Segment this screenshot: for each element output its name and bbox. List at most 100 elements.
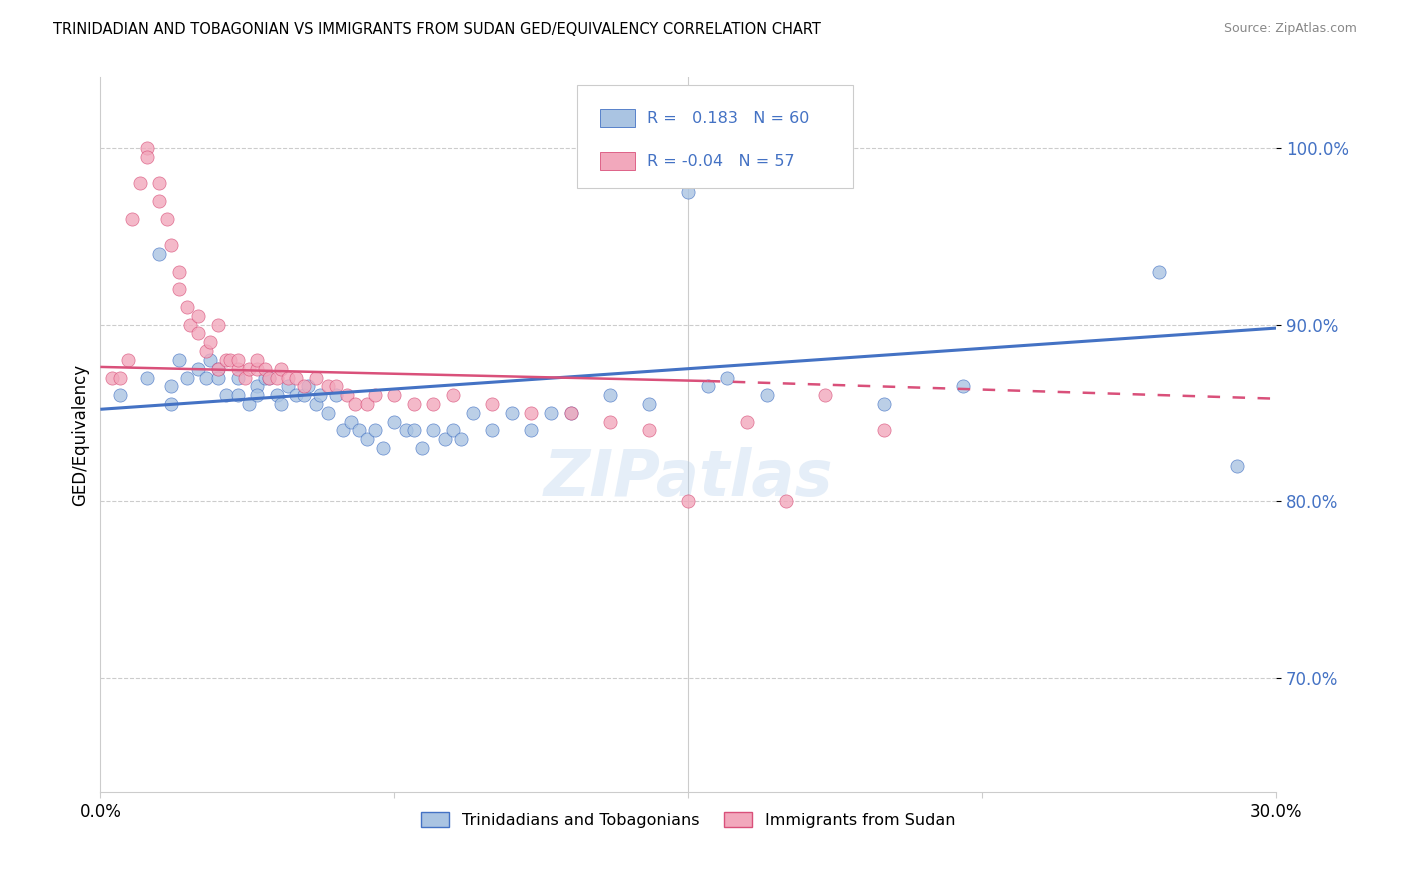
Point: [292, 379, 315, 393]
Point: [363, 388, 385, 402]
Point: [215, 388, 238, 402]
Point: [148, 194, 170, 208]
Text: TRINIDADIAN AND TOBAGONIAN VS IMMIGRANTS FROM SUDAN GED/EQUIVALENCY CORRELATION : TRINIDADIAN AND TOBAGONIAN VS IMMIGRANTS…: [53, 22, 821, 37]
Point: [952, 379, 974, 393]
Point: [873, 397, 896, 411]
Point: [195, 344, 218, 359]
Point: [560, 406, 582, 420]
Point: [187, 361, 209, 376]
FancyBboxPatch shape: [600, 109, 636, 128]
Point: [238, 397, 260, 411]
Point: [136, 141, 159, 155]
Point: [696, 379, 718, 393]
Point: [481, 397, 503, 411]
Point: [382, 388, 405, 402]
Y-axis label: GED/Equivalency: GED/Equivalency: [72, 364, 89, 506]
Legend: Trinidadians and Tobagonians, Immigrants from Sudan: Trinidadians and Tobagonians, Immigrants…: [415, 805, 962, 834]
Point: [277, 370, 299, 384]
Point: [422, 397, 444, 411]
Point: [101, 370, 124, 384]
Point: [195, 370, 218, 384]
Point: [422, 424, 444, 438]
Point: [226, 370, 249, 384]
Point: [108, 388, 131, 402]
Point: [520, 406, 543, 420]
Point: [253, 370, 276, 384]
Point: [316, 406, 339, 420]
Point: [215, 352, 238, 367]
Point: [257, 370, 280, 384]
Point: [198, 335, 221, 350]
Point: [411, 441, 433, 455]
Point: [540, 406, 562, 420]
Point: [340, 415, 363, 429]
Point: [305, 370, 328, 384]
Point: [226, 352, 249, 367]
Point: [156, 211, 179, 226]
Point: [246, 379, 269, 393]
Point: [108, 370, 131, 384]
Point: [235, 370, 257, 384]
Text: Source: ZipAtlas.com: Source: ZipAtlas.com: [1223, 22, 1357, 36]
Point: [332, 424, 354, 438]
Point: [520, 424, 543, 438]
Point: [344, 397, 367, 411]
Point: [246, 388, 269, 402]
Point: [292, 388, 315, 402]
Point: [179, 318, 201, 332]
Point: [198, 352, 221, 367]
FancyBboxPatch shape: [600, 153, 636, 170]
Point: [226, 361, 249, 376]
Point: [305, 397, 328, 411]
Point: [450, 432, 472, 446]
Point: [308, 388, 330, 402]
Point: [501, 406, 523, 420]
Point: [297, 379, 319, 393]
Point: [1147, 264, 1170, 278]
Point: [441, 388, 464, 402]
Point: [257, 370, 280, 384]
Point: [775, 494, 797, 508]
Point: [176, 300, 198, 314]
Point: [285, 370, 308, 384]
Point: [481, 424, 503, 438]
Point: [814, 388, 837, 402]
Point: [160, 238, 183, 252]
Point: [356, 397, 378, 411]
Point: [599, 415, 621, 429]
Point: [246, 361, 269, 376]
Point: [1226, 458, 1249, 473]
Point: [873, 424, 896, 438]
Point: [187, 326, 209, 341]
Point: [395, 424, 418, 438]
Point: [277, 379, 299, 393]
Point: [270, 397, 292, 411]
Point: [638, 424, 661, 438]
Point: [148, 247, 170, 261]
Point: [266, 370, 288, 384]
Point: [316, 379, 339, 393]
Point: [347, 424, 370, 438]
Point: [117, 352, 139, 367]
Point: [402, 397, 425, 411]
Point: [441, 424, 464, 438]
Point: [176, 370, 198, 384]
Point: [371, 441, 394, 455]
Point: [560, 406, 582, 420]
Point: [325, 379, 347, 393]
Point: [167, 352, 190, 367]
Point: [128, 177, 150, 191]
Point: [246, 352, 269, 367]
FancyBboxPatch shape: [576, 85, 853, 188]
Point: [266, 388, 288, 402]
Point: [325, 388, 347, 402]
Point: [226, 388, 249, 402]
Point: [121, 211, 143, 226]
Point: [356, 432, 378, 446]
Point: [160, 397, 183, 411]
Point: [676, 185, 699, 199]
Point: [363, 424, 385, 438]
Point: [207, 361, 229, 376]
Point: [434, 432, 457, 446]
Point: [755, 388, 778, 402]
